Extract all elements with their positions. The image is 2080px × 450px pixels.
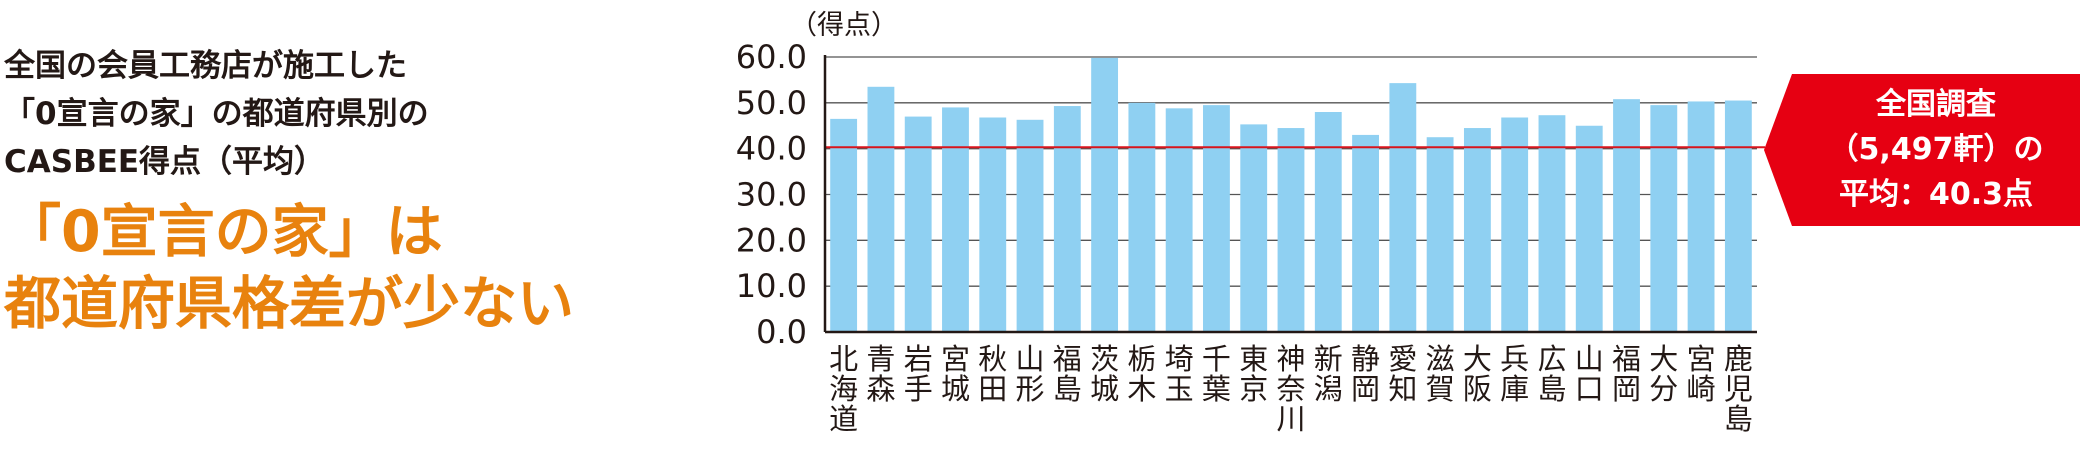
x-tick-label: 愛知: [1388, 342, 1417, 406]
x-tick-label: 埼玉: [1165, 342, 1194, 406]
x-tick-label: 新潟: [1314, 342, 1343, 406]
x-tick-label: 秋田: [978, 342, 1007, 406]
y-tick-label: 40.0: [736, 130, 807, 168]
y-tick-label: 50.0: [736, 84, 807, 122]
x-tick-label: 大阪: [1463, 342, 1492, 406]
x-tick-label: 鹿児島: [1724, 342, 1753, 436]
x-tick-label: 北海道: [829, 342, 858, 436]
callout-line: 平均：40.3点: [1838, 177, 2034, 212]
bar: [1463, 128, 1491, 332]
bar: [1240, 124, 1268, 332]
y-tick-label: 20.0: [736, 221, 807, 259]
bar: [830, 118, 858, 332]
y-tick-label: 60.0: [736, 38, 807, 76]
bar: [1501, 117, 1529, 332]
x-tick-label: 大分: [1649, 342, 1678, 406]
x-tick-label: 千葉: [1202, 342, 1231, 406]
bar: [1426, 137, 1454, 332]
x-tick-labels: 北海道青森岩手宮城秋田山形福島茨城栃木埼玉千葉東京神奈川新潟静岡愛知滋賀大阪兵庫…: [829, 342, 1753, 436]
x-tick-label: 福岡: [1612, 342, 1641, 406]
x-tick-label: 宮城: [941, 342, 970, 406]
x-tick-label: 青森: [866, 342, 895, 406]
bar: [1538, 115, 1566, 332]
y-tick-label: 0.0: [756, 313, 807, 351]
bar: [1352, 134, 1379, 332]
y-tick-labels: 0.0 10.0 20.0 30.0 40.0 50.0 60.0: [736, 38, 807, 351]
callout-arrow-shape: [1764, 74, 2080, 226]
bar: [1016, 119, 1044, 333]
callout-text: 全国調査 （5,497軒）の 平均：40.3点: [1792, 82, 2080, 217]
headline-line: 都道府県格差が少ない: [4, 271, 574, 337]
bar: [904, 116, 932, 332]
description-line: 全国の会員工務店が施工した: [4, 48, 407, 84]
bar-chart: 0.010.020.030.040.050.060.0 北海道青森岩手宮城秋田山…: [736, 10, 1765, 436]
y-axis-label: （得点）: [790, 10, 898, 41]
average-callout: 全国調査 （5,497軒）の 平均：40.3点: [1764, 74, 2080, 226]
x-tick-label: 岩手: [904, 342, 933, 406]
bar: [1687, 101, 1715, 332]
x-tick-label: 滋賀: [1426, 342, 1455, 406]
bars: [830, 57, 1752, 333]
headline: 「0宣言の家」は 都道府県格差が少ない: [4, 196, 644, 340]
bar: [1389, 83, 1417, 332]
x-tick-label: 広島: [1537, 342, 1566, 406]
chart-description: 全国の会員工務店が施工した 「0宣言の家」の都道府県別の CASBEE得点（平均…: [4, 42, 644, 186]
bar: [1650, 105, 1678, 332]
x-tick-label: 兵庫: [1500, 342, 1529, 406]
callout-line: （5,497軒）の: [1828, 132, 2044, 167]
axes: [823, 55, 1757, 334]
bar: [1091, 57, 1119, 333]
description-line: 「0宣言の家」の都道府県別の: [4, 96, 429, 132]
bar: [867, 86, 895, 333]
bar: [1053, 106, 1081, 333]
x-tick-label: 静岡: [1351, 342, 1380, 406]
bar: [942, 107, 969, 333]
bar: [1613, 99, 1640, 333]
bar: [979, 117, 1007, 332]
bar: [1724, 100, 1752, 333]
bar: [1314, 112, 1342, 332]
bar: [1128, 102, 1156, 332]
y-tick-label: 10.0: [736, 267, 807, 305]
bar: [1277, 128, 1305, 332]
x-tick-label: 宮崎: [1687, 342, 1716, 406]
callout-line: 全国調査: [1876, 87, 1996, 122]
bar: [1575, 125, 1603, 332]
x-tick-label: 山形: [1016, 342, 1045, 406]
headline-line: 「0宣言の家」は: [4, 199, 443, 265]
x-tick-label: 山口: [1575, 342, 1604, 406]
y-tick-label: 30.0: [736, 176, 807, 214]
x-tick-label: 茨城: [1090, 342, 1119, 406]
x-tick-label: 栃木: [1127, 342, 1156, 406]
x-tick-label: 神奈川: [1276, 342, 1305, 436]
bar: [1203, 105, 1230, 332]
x-tick-label: 東京: [1239, 342, 1268, 406]
left-text-panel: 全国の会員工務店が施工した 「0宣言の家」の都道府県別の CASBEE得点（平均…: [4, 42, 644, 340]
bar: [1165, 108, 1193, 332]
x-tick-label: 福島: [1053, 342, 1082, 406]
description-line: CASBEE得点（平均）: [4, 144, 326, 180]
